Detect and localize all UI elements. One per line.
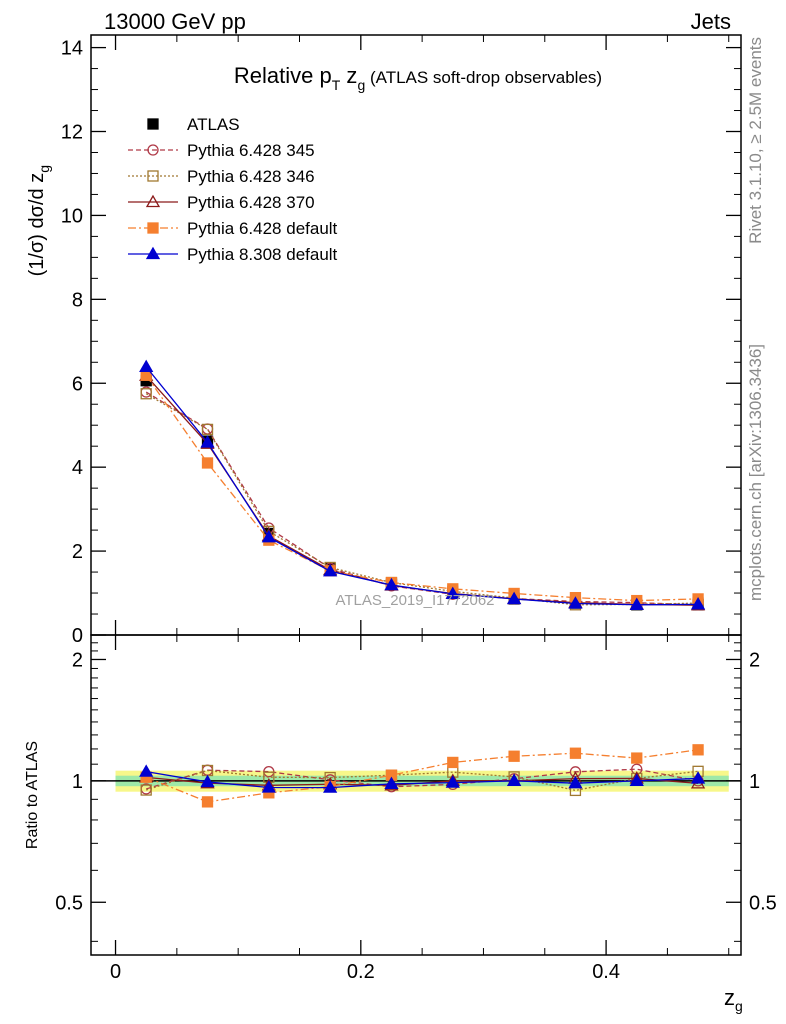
main-point-pythia-8-308-default-2 xyxy=(261,529,276,543)
ratio-line-pythia-6-428-346 xyxy=(145,769,699,792)
ratio-line-pythia-6-428-345 xyxy=(145,768,699,790)
main-point-pythia-8-308-default-3 xyxy=(323,563,338,577)
main-y-tick-label: 10 xyxy=(61,205,83,227)
legend-label-atlas: ATLAS xyxy=(187,115,240,134)
ratio-y-tick-label: 0.5 xyxy=(55,892,83,914)
ratio-point-pythia-6-428-default-6 xyxy=(508,750,520,762)
ratio-y-axis-label: Ratio to ATLAS xyxy=(24,741,41,849)
legend-label-pythia-6-428-default: Pythia 6.428 default xyxy=(187,219,338,238)
main-point-pythia-8-308-default-1 xyxy=(200,435,215,448)
legend-marker-pythia-6-428-370 xyxy=(145,194,161,208)
ratio-point-pythia-6-428-default-5 xyxy=(447,756,459,769)
chart-title: Relative pT zg (ATLAS soft-drop observab… xyxy=(234,63,602,93)
ratio-point-pythia-8-308-default-1 xyxy=(200,774,215,788)
ratio-y-tick-label-right: 1 xyxy=(749,771,760,793)
ratio-y-tick-label-right: 0.5 xyxy=(749,892,777,914)
main-point-pythia-6-428-345-1 xyxy=(201,423,214,435)
watermark: ATLAS_2019_I1772062 xyxy=(335,592,494,609)
ratio-panel: 0.5 0.51 12 2 0 0.2 0.4 Ratio to ATLAS zg xyxy=(24,35,777,1014)
legend-marker-atlas xyxy=(147,118,159,130)
main-line-pythia-8-308-default xyxy=(145,366,699,606)
ratio-point-pythia-8-308-default-3 xyxy=(323,780,338,793)
main-marks xyxy=(139,359,706,611)
legend-label-pythia-6-428-370: Pythia 6.428 370 xyxy=(187,193,315,212)
legend: ATLAS Pythia 6.428 345 Pythia 6.428 346 Pyt… xyxy=(128,115,338,264)
main-panel: ATLAS_2019_I1772062 0 2 4 6 8 10 12 14 Relative… xyxy=(26,34,742,647)
legend-label-pythia-8-308-default: Pythia 8.308 default xyxy=(187,245,338,264)
ratio-marks xyxy=(139,744,706,808)
ratio-y-tick-label-right: 2 xyxy=(749,649,760,671)
ratio-point-pythia-8-308-default-2 xyxy=(261,780,276,793)
ratio-line-pythia-8-308-default xyxy=(146,771,699,789)
main-y-tick-label: 12 xyxy=(61,122,83,144)
main-point-pythia-8-308-default-0 xyxy=(139,359,154,373)
legend-marker-pythia-6-428-345 xyxy=(147,144,159,156)
main-line-pythia-6-428-default xyxy=(145,374,699,602)
ratio-y-tick-label: 1 xyxy=(72,771,83,793)
ratio-point-pythia-8-308-default-0 xyxy=(139,764,154,777)
main-point-pythia-8-308-default-9 xyxy=(690,597,706,610)
main-point-pythia-8-308-default-5 xyxy=(445,586,460,600)
legend-marker-pythia-6-428-346 xyxy=(147,170,159,182)
main-point-pythia-8-308-default-4 xyxy=(384,577,399,591)
main-line-pythia-6-428-346 xyxy=(145,393,699,606)
main-y-tick-label: 4 xyxy=(72,457,83,479)
ratio-point-pythia-8-308-default-8 xyxy=(629,773,644,787)
ratio-frame xyxy=(90,634,742,956)
legend-marker-pythia-6-428-default xyxy=(147,222,159,234)
main-point-pythia-6-428-default-1 xyxy=(201,457,214,469)
main-y-axis-label: (1/σ) dσ/d zg xyxy=(26,165,52,276)
main-y-tick-label: 6 xyxy=(72,373,83,395)
x-tick-label: 0 xyxy=(110,961,121,983)
ratio-point-pythia-6-428-346-0 xyxy=(140,784,152,796)
x-tick-label: 0.4 xyxy=(592,961,620,983)
main-line-pythia-6-428-370 xyxy=(145,375,699,606)
ratio-point-pythia-8-308-default-6 xyxy=(506,773,522,787)
mcplots-label: mcplots.cern.ch [arXiv:1306.3436] xyxy=(746,344,765,601)
header-left: 13000 GeV pp xyxy=(104,9,246,34)
ratio-point-pythia-8-308-default-9 xyxy=(690,771,706,784)
main-line-pythia-6-428-345 xyxy=(145,391,699,606)
main-point-pythia-6-428-346-1 xyxy=(201,423,214,436)
legend-label-pythia-6-428-345: Pythia 6.428 345 xyxy=(187,141,315,160)
ratio-point-pythia-6-428-default-8 xyxy=(631,752,643,764)
ratio-point-pythia-8-308-default-7 xyxy=(568,775,583,789)
rivet-label: Rivet 3.1.10, ≥ 2.5M events xyxy=(746,37,765,244)
ratio-point-pythia-6-428-default-9 xyxy=(692,744,704,756)
ratio-y-ticks: 0.5 0.5 1 1 2 2 xyxy=(55,642,777,942)
main-y-tick-label: 8 xyxy=(72,289,83,311)
x-tick-label: 0.2 xyxy=(347,961,375,983)
x-axis-label: zg xyxy=(724,985,743,1014)
main-y-ticks: 0 2 4 6 8 10 12 14 xyxy=(61,38,741,647)
main-point-pythia-8-308-default-6 xyxy=(506,591,522,605)
main-y-tick-label: 2 xyxy=(72,541,83,563)
legend-marker-pythia-8-308-default xyxy=(145,246,161,260)
main-y-tick-label: 14 xyxy=(61,38,83,60)
main-point-pythia-8-308-default-7 xyxy=(568,596,583,609)
main-y-tick-label: 0 xyxy=(72,625,83,647)
main-point-pythia-8-308-default-8 xyxy=(629,597,644,610)
ratio-y-tick-label: 2 xyxy=(72,649,83,671)
legend-label-pythia-6-428-346: Pythia 6.428 346 xyxy=(187,167,315,186)
x-ticks: 0 0.2 0.4 xyxy=(110,35,730,983)
header-right: Jets xyxy=(691,9,731,34)
main-point-pythia-6-428-346-0 xyxy=(140,388,152,400)
ratio-point-pythia-8-308-default-4 xyxy=(384,776,399,790)
ratio-point-pythia-6-428-default-7 xyxy=(569,747,582,759)
ratio-line-pythia-6-428-default xyxy=(145,749,699,803)
ratio-point-pythia-8-308-default-5 xyxy=(445,775,460,788)
ratio-point-pythia-6-428-default-1 xyxy=(201,796,214,808)
